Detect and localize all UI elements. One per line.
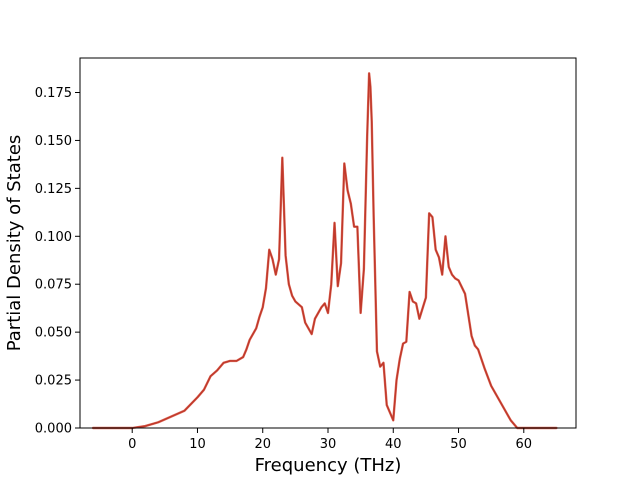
y-ticks-layer: 0.000 0.025 0.050 0.075 0.100 0.125 0.150 0.175 bbox=[35, 86, 80, 437]
y-tick-label-5: 0.125 bbox=[35, 182, 72, 197]
x-tick-label-5: 50 bbox=[450, 437, 467, 452]
y-tick-label-1: 0.025 bbox=[35, 374, 72, 389]
y-axis-label: Partial Density of States bbox=[4, 135, 25, 352]
y-tick-label-3: 0.075 bbox=[35, 278, 72, 293]
x-ticks-layer: 0 10 20 30 40 50 60 bbox=[128, 428, 532, 452]
x-tick-label-2: 20 bbox=[254, 437, 271, 452]
x-tick-label-0: 0 bbox=[128, 437, 136, 452]
plot-area-background bbox=[80, 58, 576, 428]
y-tick-label-4: 0.100 bbox=[35, 230, 72, 245]
x-tick-label-3: 30 bbox=[320, 437, 337, 452]
x-axis-label: Frequency (THz) bbox=[255, 455, 402, 476]
y-tick-label-0: 0.000 bbox=[35, 422, 72, 437]
y-tick-label-7: 0.175 bbox=[35, 86, 72, 101]
x-tick-label-4: 40 bbox=[385, 437, 402, 452]
x-tick-label-1: 10 bbox=[189, 437, 206, 452]
y-tick-label-6: 0.150 bbox=[35, 134, 72, 149]
x-tick-label-6: 60 bbox=[516, 437, 533, 452]
y-tick-label-2: 0.050 bbox=[35, 326, 72, 341]
series-0-line bbox=[92, 72, 558, 429]
series-layer bbox=[91, 72, 558, 430]
